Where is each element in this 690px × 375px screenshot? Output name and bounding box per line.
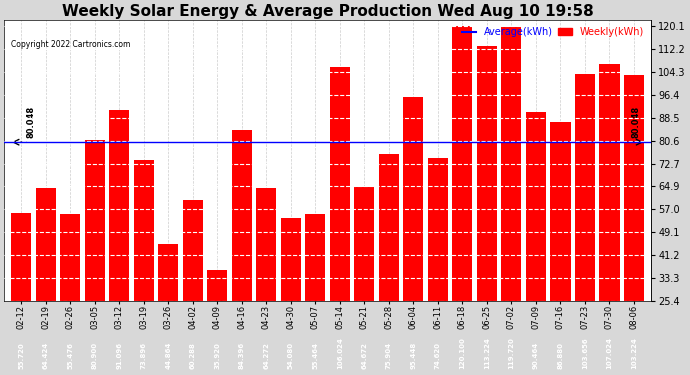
Text: 55.464: 55.464 — [313, 342, 318, 369]
Text: 95.448: 95.448 — [411, 342, 417, 369]
Bar — [404, 98, 424, 375]
Text: 80.048: 80.048 — [26, 106, 35, 138]
Text: 73.896: 73.896 — [141, 342, 147, 369]
Text: 103.224: 103.224 — [631, 337, 637, 369]
Bar — [60, 213, 80, 375]
Bar — [257, 188, 277, 375]
Bar — [551, 122, 571, 375]
Bar — [502, 27, 522, 375]
Text: 106.024: 106.024 — [337, 337, 343, 369]
Text: 64.672: 64.672 — [362, 342, 367, 369]
Bar — [526, 112, 546, 375]
Bar — [330, 67, 350, 375]
Text: 55.720: 55.720 — [19, 342, 24, 369]
Bar — [624, 75, 644, 375]
Text: 35.920: 35.920 — [215, 342, 220, 369]
Bar — [158, 244, 179, 375]
Bar — [109, 110, 130, 375]
Bar — [477, 46, 497, 375]
Bar — [600, 64, 620, 375]
Legend: Average(kWh), Weekly(kWh): Average(kWh), Weekly(kWh) — [460, 25, 647, 39]
Text: 80.048: 80.048 — [631, 106, 640, 138]
Bar — [453, 26, 473, 375]
Text: 119.720: 119.720 — [509, 337, 515, 369]
Text: 60.288: 60.288 — [190, 342, 196, 369]
Bar — [575, 74, 595, 375]
Bar — [428, 158, 448, 375]
Bar — [281, 217, 301, 375]
Text: 84.396: 84.396 — [239, 342, 245, 369]
Text: 64.424: 64.424 — [43, 342, 49, 369]
Bar — [379, 154, 399, 375]
Text: 120.100: 120.100 — [460, 337, 466, 369]
Text: 80.900: 80.900 — [92, 342, 98, 369]
Bar — [306, 214, 326, 375]
Text: 75.904: 75.904 — [386, 342, 392, 369]
Text: 55.476: 55.476 — [68, 342, 73, 369]
Bar — [355, 187, 375, 375]
Bar — [11, 213, 31, 375]
Bar — [207, 270, 228, 375]
Text: 44.864: 44.864 — [166, 342, 171, 369]
Text: 74.620: 74.620 — [435, 342, 441, 369]
Bar — [85, 140, 105, 375]
Bar — [134, 160, 154, 375]
Text: 86.880: 86.880 — [558, 342, 564, 369]
Text: Copyright 2022 Cartronics.com: Copyright 2022 Cartronics.com — [10, 40, 130, 49]
Text: 64.272: 64.272 — [264, 342, 269, 369]
Title: Weekly Solar Energy & Average Production Wed Aug 10 19:58: Weekly Solar Energy & Average Production… — [62, 4, 593, 19]
Text: 103.656: 103.656 — [582, 337, 588, 369]
Bar — [183, 200, 203, 375]
Bar — [232, 129, 252, 375]
Text: 54.080: 54.080 — [288, 342, 294, 369]
Text: 113.224: 113.224 — [484, 337, 490, 369]
Text: 91.096: 91.096 — [117, 342, 122, 369]
Bar — [36, 188, 56, 375]
Text: 107.024: 107.024 — [607, 337, 613, 369]
Text: 90.464: 90.464 — [533, 342, 539, 369]
